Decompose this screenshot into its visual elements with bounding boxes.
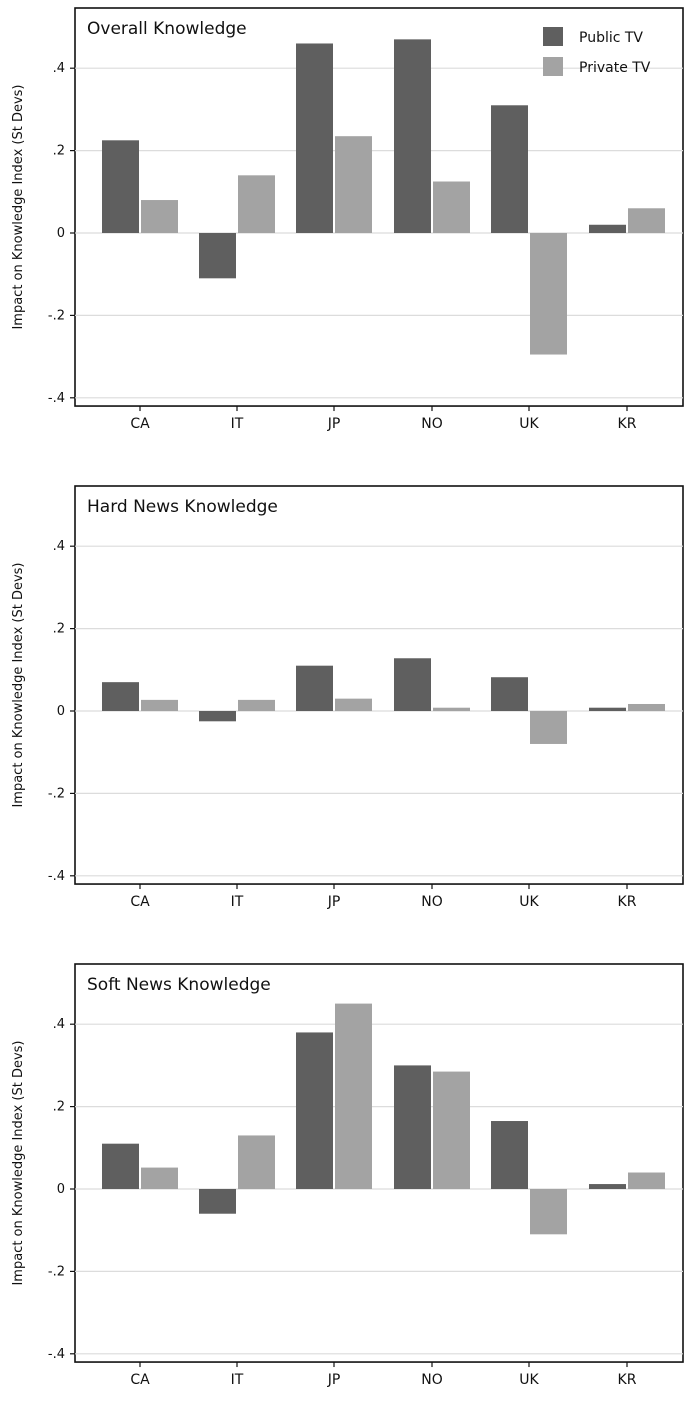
y-tick-label: .4: [53, 1017, 65, 1032]
x-tick-label: CA: [130, 416, 150, 432]
x-tick-label: NO: [421, 416, 443, 432]
bar-ca-series-1: [102, 1143, 139, 1189]
bar-it-series-2: [238, 699, 275, 711]
bar-it-series-1: [199, 711, 236, 722]
bar-ca-series-1: [102, 682, 139, 711]
bar-no-series-2: [433, 1071, 470, 1189]
bar-it-series-1: [199, 233, 236, 279]
bar-uk-series-2: [530, 711, 567, 744]
bar-uk-series-2: [530, 1189, 567, 1235]
bar-jp-series-1: [296, 43, 333, 234]
bar-ca-series-2: [141, 200, 178, 233]
y-axis-label: Impact on Knowledge Index (St Devs): [11, 84, 26, 329]
bar-it-series-2: [238, 1135, 275, 1189]
plot-frame: [74, 485, 684, 885]
y-tick-label: -.4: [48, 391, 65, 406]
panel-title: Soft News Knowledge: [87, 975, 271, 995]
bar-uk-series-2: [530, 233, 567, 355]
bar-it-series-1: [199, 1189, 236, 1214]
y-tick-label: 0: [57, 226, 65, 241]
x-tick-label: KR: [618, 894, 637, 910]
x-tick-label: JP: [327, 416, 341, 432]
legend-swatch-2: [543, 57, 563, 76]
x-tick-label: UK: [519, 1372, 539, 1388]
x-tick-label: IT: [231, 894, 244, 910]
panel-title: Overall Knowledge: [87, 19, 247, 39]
x-tick-label: CA: [130, 894, 150, 910]
bar-ca-series-2: [141, 1167, 178, 1189]
y-axis-label: Impact on Knowledge Index (St Devs): [11, 562, 26, 807]
bar-no-series-1: [394, 658, 431, 711]
y-tick-label: .4: [53, 61, 65, 76]
y-tick-label: -.4: [48, 1347, 65, 1362]
x-tick-label: KR: [618, 416, 637, 432]
chart-panel-1: .4 .2 0 -.2 -.4 CA IT JP NO UK KR Overall Knowledge…: [11, 7, 684, 432]
x-tick-label: NO: [421, 894, 443, 910]
bar-kr-series-1: [589, 707, 626, 711]
x-tick-label: UK: [519, 416, 539, 432]
y-axis-label: Impact on Knowledge Index (St Devs): [11, 1040, 26, 1285]
bar-kr-series-2: [628, 1172, 665, 1189]
x-tick-label: JP: [327, 894, 341, 910]
bar-jp-series-1: [296, 665, 333, 711]
x-tick-label: UK: [519, 894, 539, 910]
x-tick-label: IT: [231, 416, 244, 432]
plot-frame: [74, 963, 684, 1363]
y-tick-label: -.2: [48, 308, 65, 323]
bar-ca-series-2: [141, 699, 178, 711]
chart-panel-3: .4 .2 0 -.2 -.4 CA IT JP NO UK KR Soft News Knowled…: [11, 963, 684, 1388]
bar-kr-series-1: [589, 1184, 626, 1189]
legend-swatch-1: [543, 27, 563, 46]
x-tick-label: KR: [618, 1372, 637, 1388]
bar-uk-series-1: [491, 1121, 528, 1189]
bar-ca-series-1: [102, 140, 139, 233]
bar-kr-series-1: [589, 224, 626, 233]
bar-jp-series-1: [296, 1032, 333, 1189]
bar-kr-series-2: [628, 208, 665, 233]
y-tick-label: -.2: [48, 786, 65, 801]
y-tick-label: .4: [53, 539, 65, 554]
y-tick-label: -.4: [48, 869, 65, 884]
y-tick-label: 0: [57, 704, 65, 719]
y-tick-label: .2: [53, 1100, 65, 1115]
x-tick-label: NO: [421, 1372, 443, 1388]
bar-no-series-2: [433, 707, 470, 711]
y-tick-label: .2: [53, 144, 65, 159]
bar-jp-series-2: [335, 1003, 372, 1189]
y-tick-label: .2: [53, 622, 65, 637]
bar-uk-series-1: [491, 105, 528, 233]
x-tick-label: JP: [327, 1372, 341, 1388]
bar-kr-series-2: [628, 703, 665, 711]
legend-label-1: Public TV: [579, 30, 643, 46]
y-tick-label: -.2: [48, 1264, 65, 1279]
legend-label-2: Private TV: [579, 60, 651, 76]
bar-no-series-1: [394, 39, 431, 233]
panel-title: Hard News Knowledge: [87, 497, 278, 517]
bar-it-series-2: [238, 175, 275, 233]
x-tick-label: CA: [130, 1372, 150, 1388]
x-tick-label: IT: [231, 1372, 244, 1388]
chart-panel-2: .4 .2 0 -.2 -.4 CA IT JP NO UK KR Hard News Knowled…: [11, 485, 684, 910]
bar-no-series-2: [433, 181, 470, 233]
bar-uk-series-1: [491, 677, 528, 711]
y-tick-label: 0: [57, 1182, 65, 1197]
bar-jp-series-2: [335, 698, 372, 711]
bar-no-series-1: [394, 1065, 431, 1189]
bar-jp-series-2: [335, 136, 372, 233]
